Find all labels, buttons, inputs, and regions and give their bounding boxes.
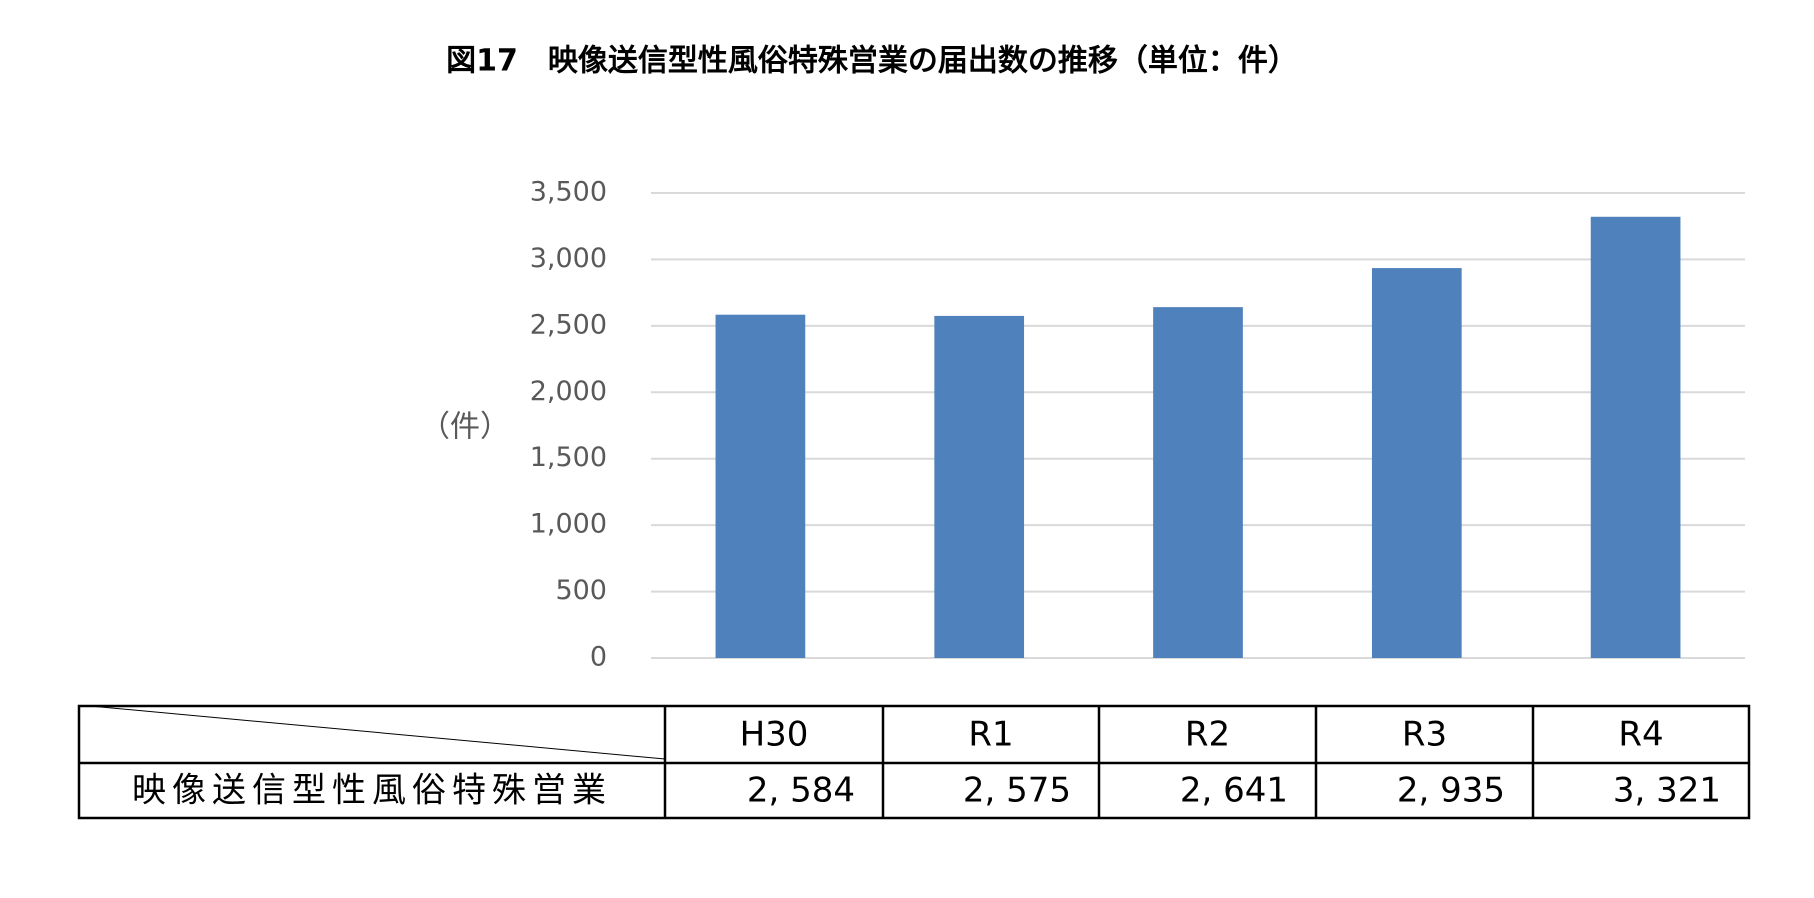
table-header: R4 xyxy=(1618,715,1663,755)
chart-title: 図17 映像送信型性風俗特殊営業の届出数の推移（単位：件） xyxy=(446,44,1298,79)
y-tick-label: 2,500 xyxy=(530,309,607,340)
table-value: 2, 584 xyxy=(747,771,855,811)
table-value: 2, 575 xyxy=(963,771,1071,811)
bar xyxy=(1371,268,1462,658)
y-tick-label: 3,000 xyxy=(530,243,607,274)
table-diagonal xyxy=(89,705,666,760)
y-tick-label: 500 xyxy=(555,575,607,606)
bar xyxy=(1153,307,1243,658)
bar xyxy=(1590,216,1681,658)
y-tick-label: 1,500 xyxy=(530,442,607,473)
y-tick-label: 2,000 xyxy=(530,376,607,407)
y-tick-label: 3,500 xyxy=(530,177,607,208)
table-value: 2, 641 xyxy=(1180,771,1288,811)
y-tick-label: 0 xyxy=(590,642,607,673)
y-axis-label: （件） xyxy=(420,410,510,445)
table-value: 2, 935 xyxy=(1397,771,1505,811)
row-label: 映像送信型性風俗特殊営業 xyxy=(132,771,612,811)
table-header: H30 xyxy=(740,715,809,755)
table-header: R3 xyxy=(1402,715,1447,755)
table-header: R1 xyxy=(968,715,1013,755)
table-value: 3, 321 xyxy=(1613,771,1721,811)
bar xyxy=(715,314,806,658)
bar xyxy=(934,315,1025,658)
table-header: R2 xyxy=(1185,715,1230,755)
y-tick-label: 1,000 xyxy=(530,509,607,540)
data-table xyxy=(77,704,1751,820)
